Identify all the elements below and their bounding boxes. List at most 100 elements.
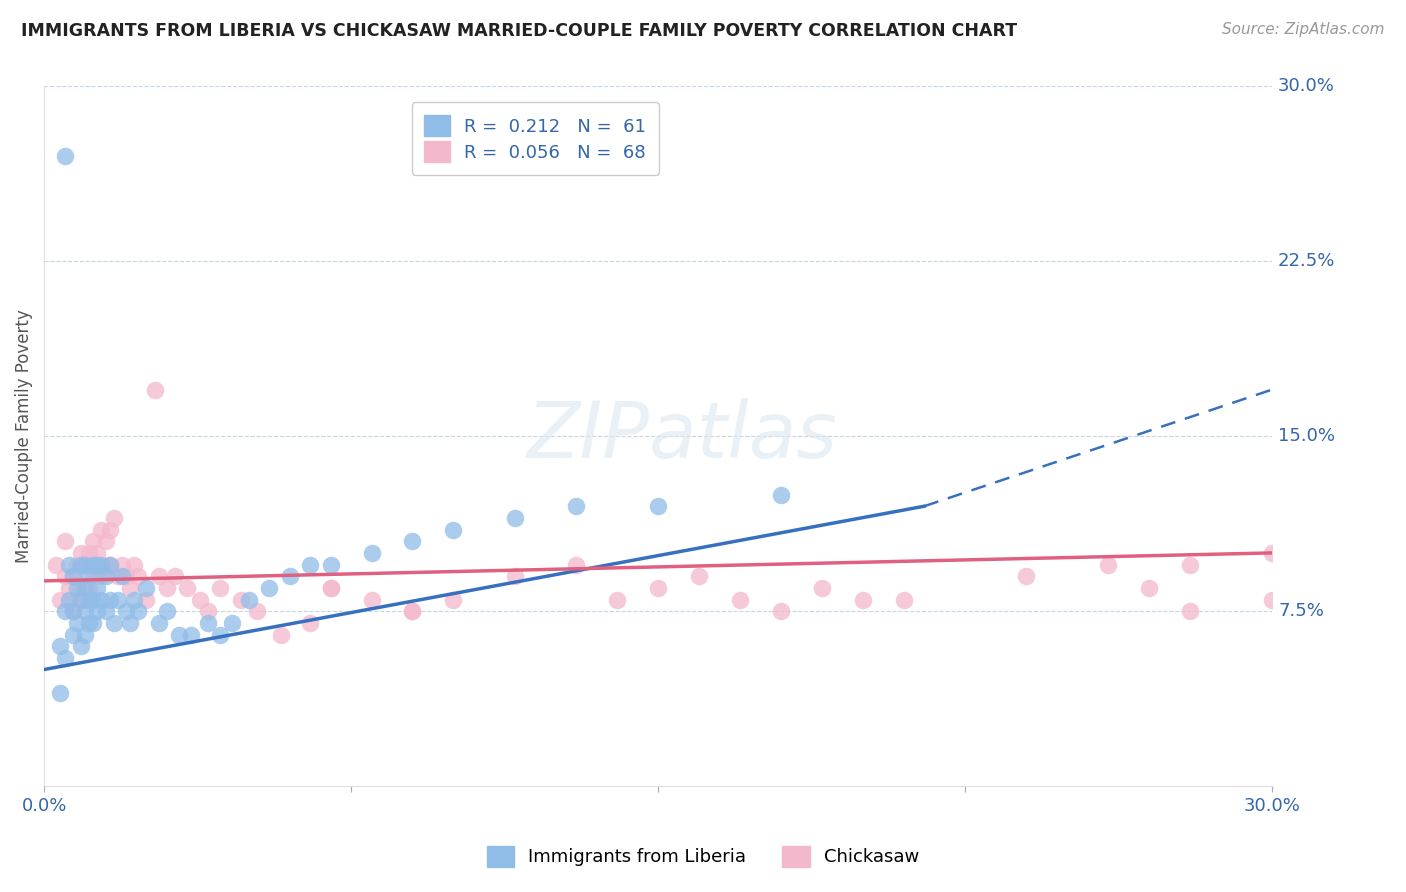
Point	[143, 383, 166, 397]
Point	[107, 569, 129, 583]
Point	[82, 558, 104, 572]
Point	[82, 592, 104, 607]
Point	[503, 569, 526, 583]
Point	[769, 487, 792, 501]
Point	[62, 604, 84, 618]
Point	[86, 604, 108, 618]
Point	[73, 581, 96, 595]
Point	[70, 581, 93, 595]
Text: 30.0%: 30.0%	[1278, 78, 1334, 95]
Point	[86, 581, 108, 595]
Point	[319, 581, 342, 595]
Point	[688, 569, 710, 583]
Point	[893, 592, 915, 607]
Point	[257, 581, 280, 595]
Point	[94, 569, 117, 583]
Point	[127, 569, 149, 583]
Point	[115, 604, 138, 618]
Point	[120, 581, 142, 595]
Point	[98, 558, 121, 572]
Text: ZIPatlas: ZIPatlas	[527, 399, 838, 475]
Point	[1178, 558, 1201, 572]
Legend: R =  0.212   N =  61, R =  0.056   N =  68: R = 0.212 N = 61, R = 0.056 N = 68	[412, 103, 658, 175]
Point	[62, 627, 84, 641]
Point	[1097, 558, 1119, 572]
Point	[53, 534, 76, 549]
Point	[77, 569, 100, 583]
Point	[111, 558, 134, 572]
Point	[82, 569, 104, 583]
Point	[103, 615, 125, 630]
Point	[728, 592, 751, 607]
Point	[852, 592, 875, 607]
Point	[58, 581, 80, 595]
Point	[401, 604, 423, 618]
Point	[238, 592, 260, 607]
Point	[360, 546, 382, 560]
Text: IMMIGRANTS FROM LIBERIA VS CHICKASAW MARRIED-COUPLE FAMILY POVERTY CORRELATION C: IMMIGRANTS FROM LIBERIA VS CHICKASAW MAR…	[21, 22, 1017, 40]
Point	[98, 523, 121, 537]
Point	[135, 581, 157, 595]
Point	[360, 592, 382, 607]
Point	[319, 581, 342, 595]
Point	[148, 569, 170, 583]
Point	[73, 592, 96, 607]
Point	[270, 627, 292, 641]
Point	[86, 558, 108, 572]
Point	[66, 615, 89, 630]
Point	[188, 592, 211, 607]
Point	[299, 615, 322, 630]
Point	[73, 627, 96, 641]
Point	[62, 569, 84, 583]
Point	[53, 651, 76, 665]
Point	[66, 592, 89, 607]
Point	[62, 569, 84, 583]
Point	[58, 592, 80, 607]
Point	[98, 558, 121, 572]
Point	[647, 500, 669, 514]
Point	[299, 558, 322, 572]
Point	[58, 558, 80, 572]
Point	[98, 592, 121, 607]
Point	[115, 569, 138, 583]
Point	[73, 604, 96, 618]
Point	[135, 592, 157, 607]
Point	[441, 523, 464, 537]
Point	[107, 592, 129, 607]
Point	[156, 604, 179, 618]
Point	[94, 558, 117, 572]
Point	[1261, 592, 1284, 607]
Point	[148, 615, 170, 630]
Point	[401, 604, 423, 618]
Point	[86, 569, 108, 583]
Point	[66, 581, 89, 595]
Point	[165, 569, 187, 583]
Point	[94, 534, 117, 549]
Legend: Immigrants from Liberia, Chickasaw: Immigrants from Liberia, Chickasaw	[479, 838, 927, 874]
Point	[122, 592, 145, 607]
Point	[209, 581, 232, 595]
Point	[565, 500, 588, 514]
Point	[127, 604, 149, 618]
Point	[73, 558, 96, 572]
Point	[180, 627, 202, 641]
Point	[45, 558, 67, 572]
Point	[176, 581, 198, 595]
Y-axis label: Married-Couple Family Poverty: Married-Couple Family Poverty	[15, 310, 32, 563]
Point	[86, 546, 108, 560]
Point	[94, 604, 117, 618]
Point	[197, 615, 219, 630]
Point	[66, 558, 89, 572]
Point	[120, 615, 142, 630]
Point	[77, 581, 100, 595]
Point	[769, 604, 792, 618]
Point	[221, 615, 243, 630]
Point	[122, 558, 145, 572]
Point	[197, 604, 219, 618]
Point	[53, 604, 76, 618]
Point	[90, 592, 112, 607]
Point	[82, 534, 104, 549]
Point	[1178, 604, 1201, 618]
Point	[49, 639, 72, 653]
Point	[503, 511, 526, 525]
